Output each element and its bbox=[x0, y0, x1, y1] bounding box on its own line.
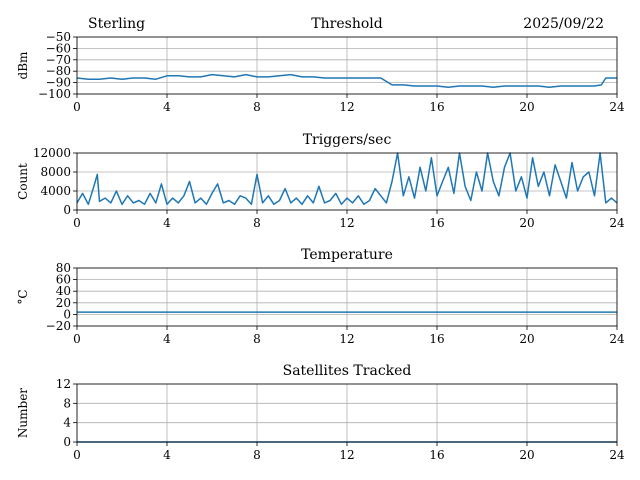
x-tick-label: 4 bbox=[163, 216, 171, 230]
y-tick-label: −50 bbox=[46, 30, 71, 44]
y-tick-label: −60 bbox=[46, 41, 71, 55]
chart-triggers: 0 4 8 12 16 20 24 0 4000 8000 12000 Triggers/sec Cou… bbox=[16, 132, 625, 230]
x-tick-label: 24 bbox=[609, 100, 625, 114]
y-tick-label: −80 bbox=[46, 64, 71, 78]
x-tick-label: 12 bbox=[339, 216, 354, 230]
x-tick-label: 24 bbox=[609, 448, 625, 462]
y-tick-label: 12 bbox=[56, 377, 71, 391]
x-tick-label: 4 bbox=[163, 332, 171, 346]
chart-threshold: 0 4 8 12 16 20 24 −100−90−80−70−60−50 Threshold d… bbox=[16, 16, 625, 114]
x-tick-label: 20 bbox=[519, 332, 534, 346]
station-name: Sterling bbox=[88, 16, 145, 32]
x-tick-label: 16 bbox=[429, 448, 444, 462]
y-tick-label: 20 bbox=[56, 296, 71, 310]
x-tick-label: 4 bbox=[163, 448, 171, 462]
x-tick-label: 12 bbox=[339, 332, 354, 346]
series-line-triggers bbox=[76, 152, 618, 206]
x-tick-label: 16 bbox=[429, 216, 444, 230]
y-tick-label: 0 bbox=[63, 307, 71, 321]
y-tick-label: 4 bbox=[63, 416, 71, 430]
chart-title: Satellites Tracked bbox=[283, 363, 412, 379]
x-tick-label: 12 bbox=[339, 448, 354, 462]
x-tick-label: 24 bbox=[609, 332, 625, 346]
x-tick-label: 8 bbox=[253, 100, 261, 114]
x-tick-label: 8 bbox=[253, 216, 261, 230]
y-axis-label: Number bbox=[16, 388, 30, 438]
x-tick-label: 0 bbox=[73, 332, 81, 346]
x-tick-label: 16 bbox=[429, 100, 444, 114]
y-tick-label: 8 bbox=[63, 396, 71, 410]
y-tick-label: −100 bbox=[38, 87, 71, 101]
y-axis-label: Count bbox=[16, 163, 30, 200]
x-tick-label: 4 bbox=[163, 100, 171, 114]
chart-panels: 0 4 8 12 16 20 24 −100−90−80−70−60−50 Threshold d… bbox=[16, 16, 625, 462]
y-tick-label: 40 bbox=[56, 284, 71, 298]
x-tick-label: 20 bbox=[519, 448, 534, 462]
x-tick-label: 0 bbox=[73, 216, 81, 230]
x-tick-label: 8 bbox=[253, 332, 261, 346]
y-tick-label: 0 bbox=[63, 203, 71, 217]
series-line-threshold bbox=[76, 73, 617, 88]
y-tick-label: 8000 bbox=[40, 165, 71, 179]
y-axis-label: °C bbox=[16, 289, 30, 304]
y-tick-label: −90 bbox=[46, 76, 71, 90]
x-tick-label: 20 bbox=[519, 216, 534, 230]
report-date: 2025/09/22 bbox=[523, 16, 604, 32]
y-tick-label: −70 bbox=[46, 53, 71, 67]
x-tick-label: 0 bbox=[73, 448, 81, 462]
x-tick-label: 20 bbox=[519, 100, 534, 114]
chart-satellites: 0 4 8 12 16 20 24 0 4 8 12 Satellites Tracked Number bbox=[16, 363, 625, 462]
y-tick-label: 0 bbox=[63, 435, 71, 449]
y-tick-label: −20 bbox=[46, 319, 71, 333]
y-tick-label: 12000 bbox=[33, 146, 71, 160]
y-tick-label: 4000 bbox=[40, 184, 71, 198]
y-axis-label: dBm bbox=[16, 51, 30, 80]
y-tick-label: 60 bbox=[56, 273, 71, 287]
x-tick-label: 8 bbox=[253, 448, 261, 462]
y-tick-label: 80 bbox=[56, 261, 71, 275]
x-tick-label: 12 bbox=[339, 100, 354, 114]
chart-title: Triggers/sec bbox=[303, 132, 392, 148]
chart-title: Temperature bbox=[301, 247, 393, 263]
chart-title: Threshold bbox=[311, 16, 382, 32]
x-tick-label: 0 bbox=[73, 100, 81, 114]
x-tick-label: 24 bbox=[609, 216, 625, 230]
x-tick-label: 16 bbox=[429, 332, 444, 346]
